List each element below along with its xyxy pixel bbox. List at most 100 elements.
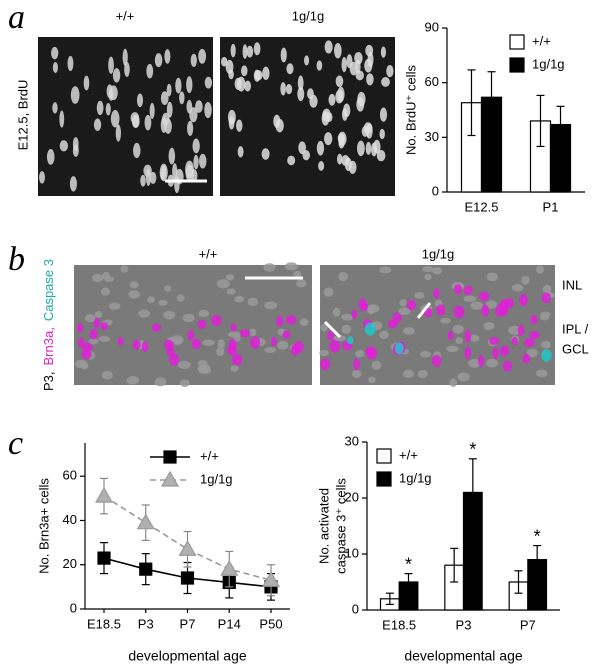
cell xyxy=(100,287,111,296)
cell xyxy=(96,100,104,116)
cell xyxy=(453,284,462,295)
cell xyxy=(253,42,261,56)
cell xyxy=(164,285,172,292)
cell xyxy=(299,318,309,327)
cell xyxy=(168,353,179,366)
legend-label: 1g/1g xyxy=(399,470,432,485)
side-label-part: P3, xyxy=(41,371,56,391)
cell xyxy=(225,274,235,281)
cell xyxy=(452,324,464,334)
cell xyxy=(328,93,336,106)
cell xyxy=(204,101,212,119)
cell xyxy=(59,140,69,152)
cell xyxy=(198,48,207,64)
marker xyxy=(160,470,180,487)
cell xyxy=(414,292,425,299)
cell xyxy=(191,338,201,350)
cell xyxy=(227,331,241,338)
cell xyxy=(457,372,470,382)
cell xyxy=(327,330,335,341)
cell xyxy=(519,293,528,307)
marker xyxy=(136,513,155,530)
cell xyxy=(67,55,74,72)
marker xyxy=(261,571,281,587)
cell xyxy=(182,313,195,323)
cell xyxy=(230,323,237,332)
x-tick-label: E12.5 xyxy=(465,199,499,214)
cell xyxy=(227,109,236,125)
cell xyxy=(486,272,498,282)
x-tick-label: P3 xyxy=(138,616,154,631)
cell xyxy=(363,122,373,134)
legend-label: +/+ xyxy=(399,447,418,462)
cell xyxy=(282,330,291,339)
x-tick-label: P7 xyxy=(520,617,536,632)
cell xyxy=(341,313,354,321)
cell xyxy=(199,153,207,169)
cell xyxy=(368,376,376,384)
legend-label: 1g/1g xyxy=(532,56,565,71)
cell xyxy=(320,323,328,332)
cell xyxy=(100,322,108,331)
y-tick-label: 60 xyxy=(425,74,439,89)
cell xyxy=(81,342,93,352)
cell xyxy=(93,317,100,329)
significance-label: * xyxy=(534,526,541,546)
cell xyxy=(163,310,176,320)
cell xyxy=(398,307,411,316)
cell xyxy=(535,369,548,378)
cell xyxy=(241,65,248,77)
cell xyxy=(419,350,431,358)
side-label-part: Caspase 3 xyxy=(41,259,56,321)
cell xyxy=(316,60,323,71)
cell xyxy=(186,99,193,114)
cell xyxy=(74,359,88,369)
cell xyxy=(140,174,146,187)
cell xyxy=(485,300,498,309)
cell xyxy=(264,301,278,310)
error-bar xyxy=(556,105,565,144)
cell xyxy=(436,304,446,316)
cell xyxy=(499,345,510,357)
error-bar xyxy=(467,69,476,137)
x-tick-label: P1 xyxy=(543,199,559,214)
cell xyxy=(84,314,96,323)
cell xyxy=(230,43,236,58)
cell xyxy=(51,46,59,60)
cell xyxy=(92,273,104,283)
genotype-label: 1g/1g xyxy=(422,246,455,261)
error-bar xyxy=(487,71,496,124)
cell xyxy=(130,112,140,124)
cell xyxy=(341,324,352,334)
cell xyxy=(407,299,416,311)
cell xyxy=(334,42,342,59)
cell xyxy=(198,309,210,318)
cell xyxy=(122,48,128,66)
cell xyxy=(455,336,463,345)
cell xyxy=(280,82,286,96)
y-tick-label: 0 xyxy=(432,183,439,198)
y-tick-label: 0 xyxy=(70,600,77,615)
cell xyxy=(221,56,228,67)
cell xyxy=(463,295,477,302)
cell xyxy=(250,336,261,349)
cell xyxy=(52,102,58,114)
cell xyxy=(261,148,270,160)
x-tick-label: P50 xyxy=(259,616,282,631)
cell xyxy=(166,101,173,118)
cell xyxy=(94,311,103,318)
cell xyxy=(379,107,388,122)
cell xyxy=(464,329,472,343)
panel-label: b xyxy=(8,241,25,278)
cell xyxy=(503,298,515,309)
cell xyxy=(399,299,407,307)
panel-label: a xyxy=(8,0,25,36)
cell xyxy=(341,56,347,73)
cell xyxy=(319,349,329,357)
cell xyxy=(297,87,305,102)
legend-swatch xyxy=(376,448,392,464)
cell xyxy=(185,160,194,178)
cell xyxy=(511,283,524,292)
y-axis-label: caspase 3⁺ cells xyxy=(333,478,348,574)
cell xyxy=(154,53,163,68)
